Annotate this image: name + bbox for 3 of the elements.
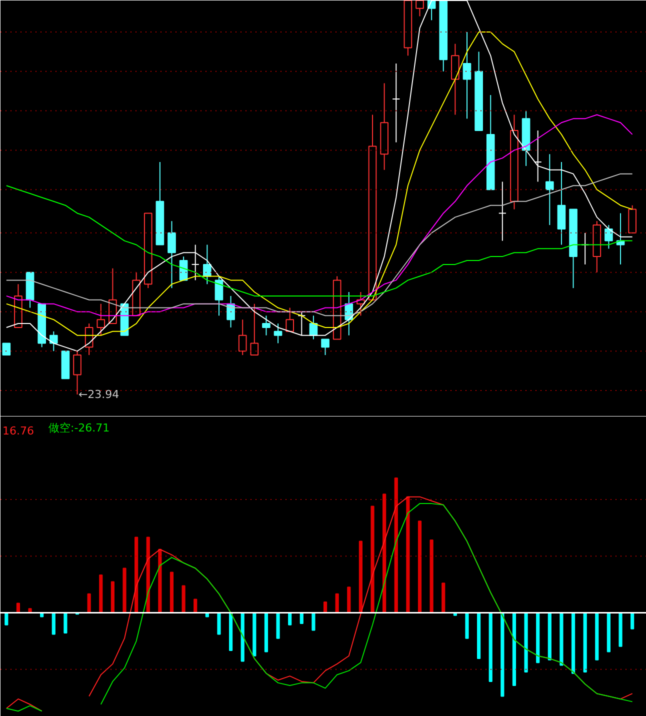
- text: 16.76: [2, 424, 34, 438]
- annotation: ←23.94: [78, 388, 120, 401]
- text: 做空:-26.71: [48, 422, 110, 434]
